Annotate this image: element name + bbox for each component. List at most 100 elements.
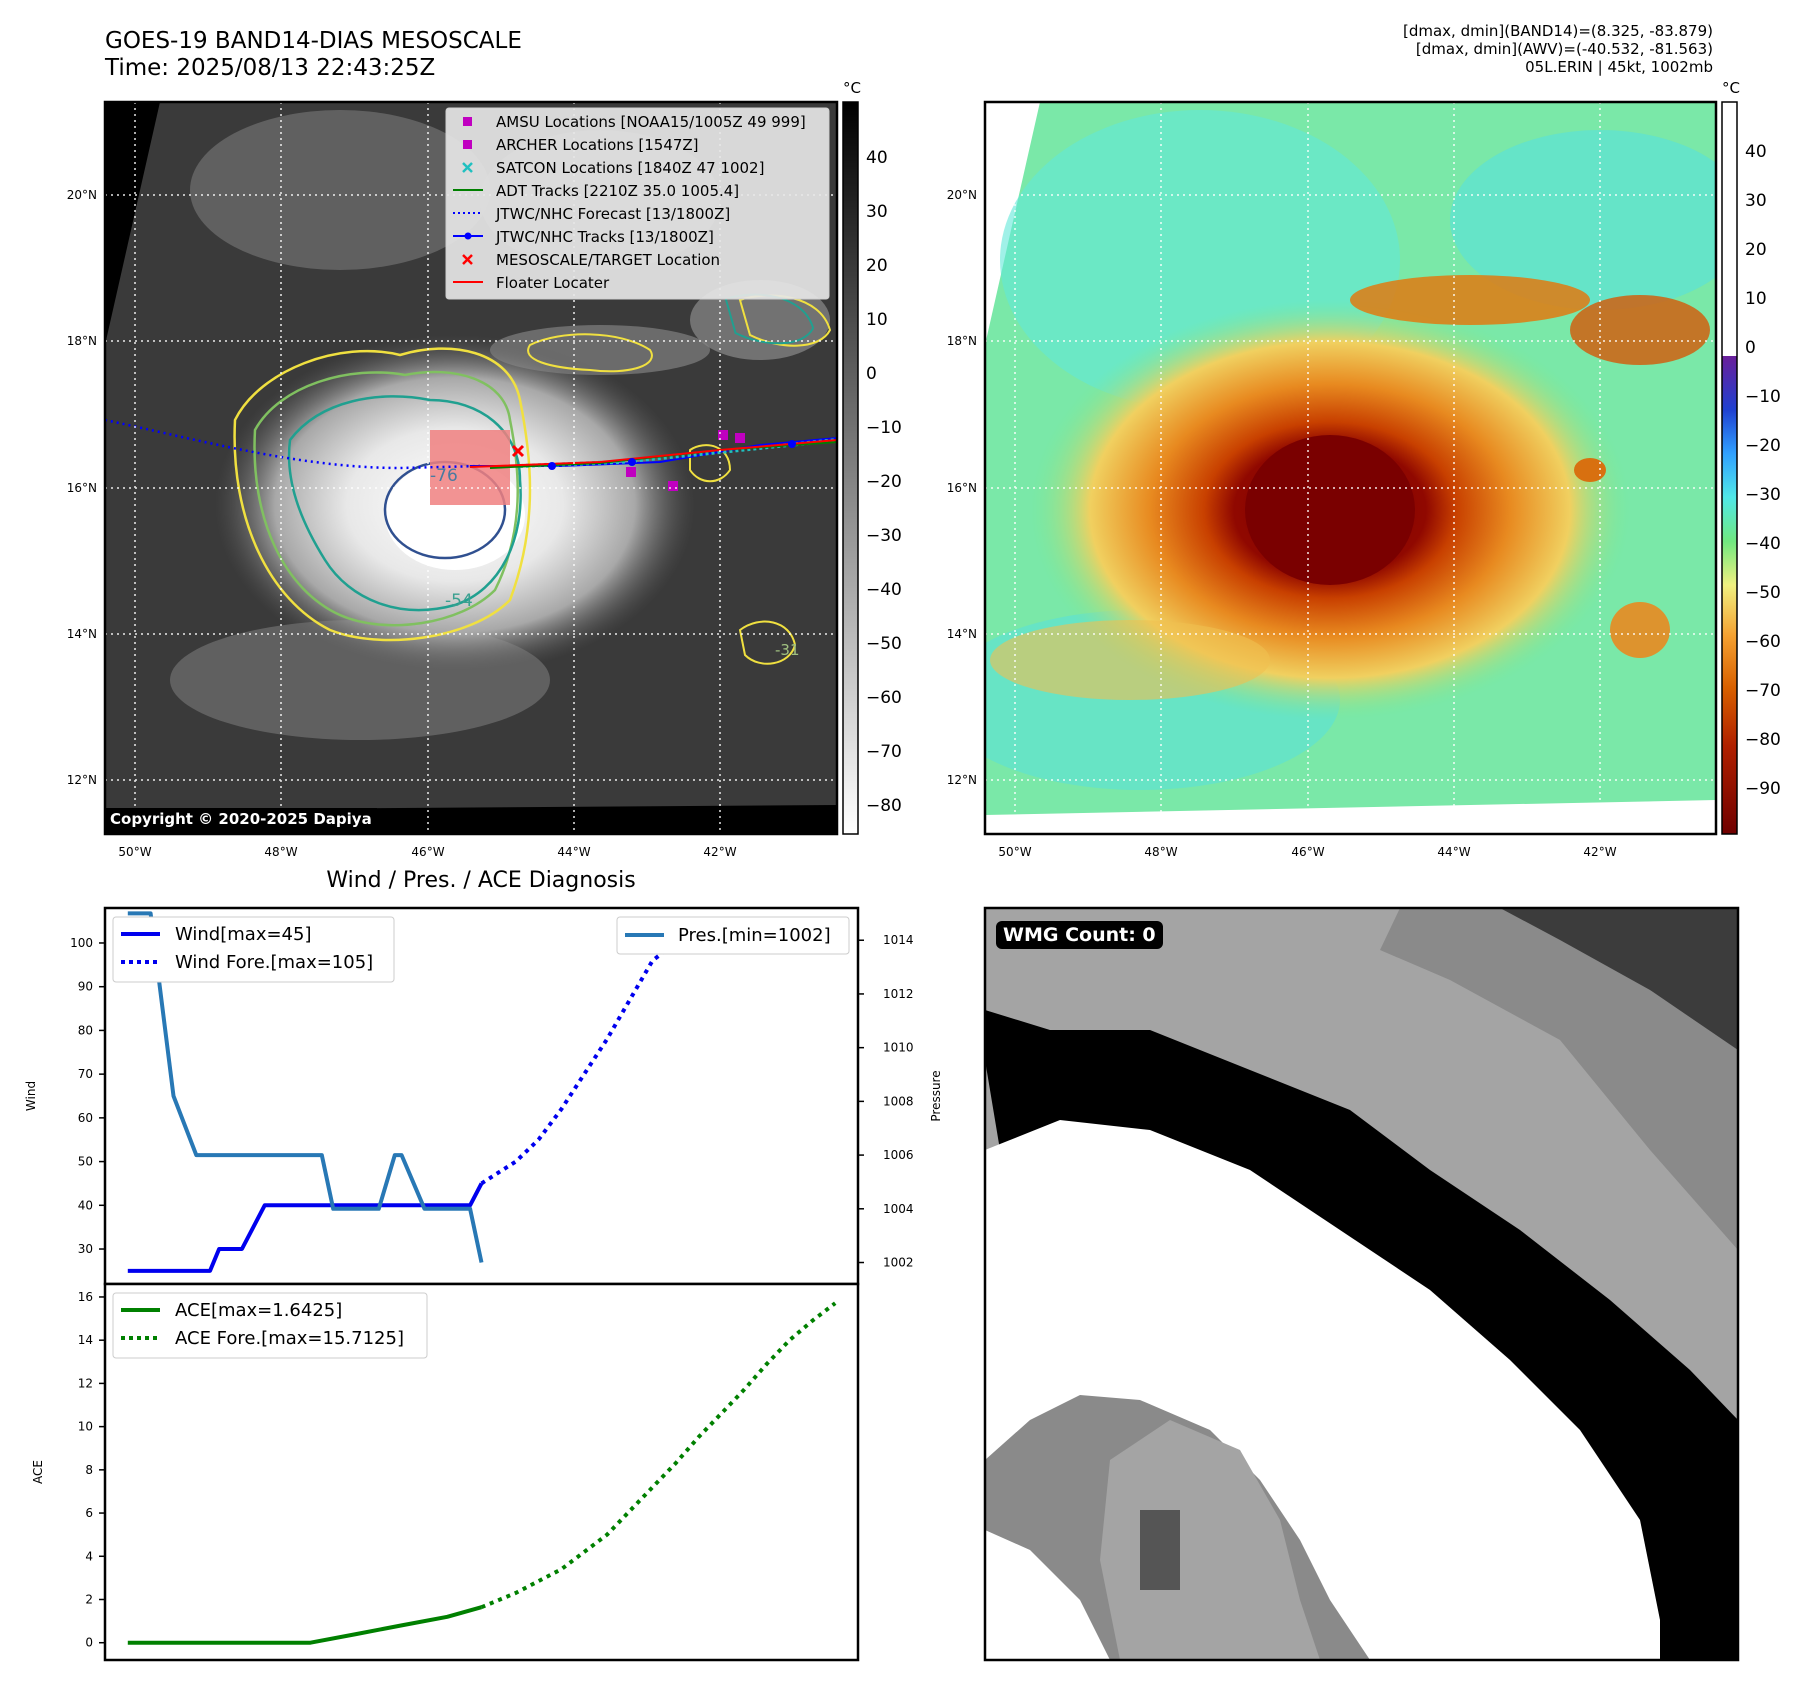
target-marker (511, 444, 525, 458)
y-tick-label: 30 (78, 1242, 93, 1256)
y-tick-label: 10 (78, 1420, 93, 1434)
y-tick-label: 8 (85, 1463, 93, 1477)
jtwc-forecast-track (105, 418, 481, 470)
ir-lon-ticks: 50°W 48°W 46°W 44°W 42°W (118, 845, 736, 859)
legend-floater: Floater Locater (496, 274, 610, 292)
floater-locater-line (469, 439, 837, 468)
lon-tick: 50°W (118, 845, 151, 859)
cb-tick: −10 (866, 418, 902, 438)
color-lon-ticks: 50°W 48°W 46°W 44°W 42°W (998, 845, 1616, 859)
y-tick-label: 80 (78, 1023, 93, 1037)
y-tick-label: 40 (78, 1198, 93, 1212)
storm-info: [dmax, dmin](BAND14)=(8.325, -83.879) [d… (1403, 22, 1713, 76)
ir-map-panel: -76 -54 -31 AMSU Locations [NOAA15/1005Z… (67, 79, 902, 859)
series-line-2 (127, 911, 484, 1263)
lon-tick: 44°W (557, 845, 590, 859)
legend-tracks: JTWC/NHC Tracks [13/1800Z] (495, 228, 714, 246)
cb-tick: 20 (1745, 240, 1767, 260)
lat-tick: 16°N (67, 481, 97, 495)
cb-tick: −10 (1745, 387, 1781, 407)
info-band14-range: [dmax, dmin](BAND14)=(8.325, -83.879) (1402, 22, 1713, 40)
y-tick-label: 6 (85, 1506, 93, 1520)
ir-gridlines (105, 102, 837, 834)
y2-tick-label: 1006 (883, 1148, 914, 1162)
info-storm-summary: 05L.ERIN | 45kt, 1002mb (1525, 58, 1713, 76)
y2-tick-label: 1012 (883, 987, 914, 1001)
ir-colorbar (842, 101, 859, 835)
cb-tick: 10 (1745, 289, 1767, 309)
lon-tick: 46°W (1291, 845, 1324, 859)
cb-tick: −60 (866, 688, 902, 708)
cb-tick: 10 (866, 310, 888, 330)
legend-wind: Wind[max=45] (175, 924, 312, 945)
y-tick-label: 90 (78, 980, 93, 994)
legend-ace: ACE[max=1.6425] (175, 1300, 342, 1321)
map-legend: AMSU Locations [NOAA15/1005Z 49 999] ARC… (445, 107, 830, 300)
y-tick-label: 2 (85, 1592, 93, 1606)
y2-tick-label: 1008 (883, 1094, 914, 1108)
legend-satcon: SATCON Locations [1840Z 47 1002] (496, 159, 764, 177)
contour-green (253, 370, 519, 627)
legend-box (445, 107, 830, 300)
cb-tick: −70 (1745, 681, 1781, 701)
lon-tick: 48°W (264, 845, 297, 859)
lon-tick: 46°W (411, 845, 444, 859)
lat-tick: 12°N (67, 773, 97, 787)
ir-lat-ticks: 20°N 18°N 16°N 14°N 12°N (67, 188, 97, 787)
cb-tick: −60 (1745, 632, 1781, 652)
y-tick-label: 70 (78, 1067, 93, 1081)
legend-wind-fore: Wind Fore.[max=105] (175, 952, 373, 973)
wind-legend: Wind[max=45] Wind Fore.[max=105] (112, 916, 395, 983)
y-tick-label: 16 (78, 1290, 93, 1304)
cb-tick: −80 (1745, 730, 1781, 750)
lat-tick: 14°N (947, 627, 977, 641)
wind-axis-label: Wind (24, 1081, 38, 1111)
wmg-count-badge: WMG Count: 0 (996, 921, 1163, 949)
legend-pressure: Pres.[min=1002] (678, 925, 831, 946)
lat-tick: 18°N (67, 334, 97, 348)
y2-tick-label: 1010 (883, 1041, 914, 1055)
color-map-panel: 20°N 18°N 16°N 14°N 12°N 50°W 48°W 46°W … (947, 79, 1781, 859)
legend-satcon-marker (462, 162, 473, 173)
cb-tick: 20 (866, 256, 888, 276)
plot-layer: 0 2 4 6 8 10 12 14 16 (78, 1290, 837, 1650)
pressure-axis-label: Pressure (929, 1070, 943, 1121)
cb-tick: 30 (866, 202, 888, 222)
cb-tick: −20 (1745, 436, 1781, 456)
cb-tick: 40 (1745, 142, 1767, 162)
y2-tick-label: 1002 (883, 1256, 914, 1270)
wmg-panel (983, 906, 1740, 1662)
lat-tick: 18°N (947, 334, 977, 348)
y2-tick-label: 1004 (883, 1202, 914, 1216)
ir-colorbar-ticks: 40 30 20 10 0 −10 −20 −30 −40 −50 −60 −7… (866, 148, 902, 816)
color-gridlines (985, 102, 1716, 834)
cb-tick: −50 (1745, 583, 1781, 603)
info-awv-range: [dmax, dmin](AWV)=(-40.532, -81.563) (1415, 40, 1713, 58)
ace-axis-label: ACE (31, 1460, 45, 1484)
pressure-legend-box (616, 916, 850, 955)
cb-tick: −50 (866, 634, 902, 654)
lat-tick: 20°N (67, 188, 97, 202)
title-line-1: GOES-19 BAND14-DIAS MESOSCALE (105, 28, 522, 54)
cb-tick: −20 (866, 472, 902, 492)
pressure-legend: Pres.[min=1002] (616, 916, 850, 955)
cb-tick: 0 (1745, 338, 1756, 358)
lat-tick: 16°N (947, 481, 977, 495)
legend-ace-fore: ACE Fore.[max=15.7125] (175, 1328, 404, 1349)
wmg-black-ring (985, 1010, 1738, 1660)
contour-yellow (233, 347, 532, 642)
lat-tick: 20°N (947, 188, 977, 202)
ir-colorbar-unit: °C (843, 79, 861, 97)
color-lat-ticks: 20°N 18°N 16°N 14°N 12°N (947, 188, 977, 787)
copyright-label: Copyright © 2020-2025 Dapiya (105, 808, 377, 830)
cb-tick: −70 (866, 742, 902, 762)
cb-tick: −30 (866, 526, 902, 546)
lon-tick: 42°W (1583, 845, 1616, 859)
wind-legend-box (112, 916, 395, 983)
y-tick-label: 12 (78, 1376, 93, 1390)
color-colorbar-ticks: 40 30 20 10 0 −10 −20 −30 −40 −50 −60 −7… (1745, 142, 1781, 799)
contour-label-76: -76 (430, 466, 458, 486)
lon-tick: 48°W (1144, 845, 1177, 859)
cb-tick: 30 (1745, 191, 1767, 211)
